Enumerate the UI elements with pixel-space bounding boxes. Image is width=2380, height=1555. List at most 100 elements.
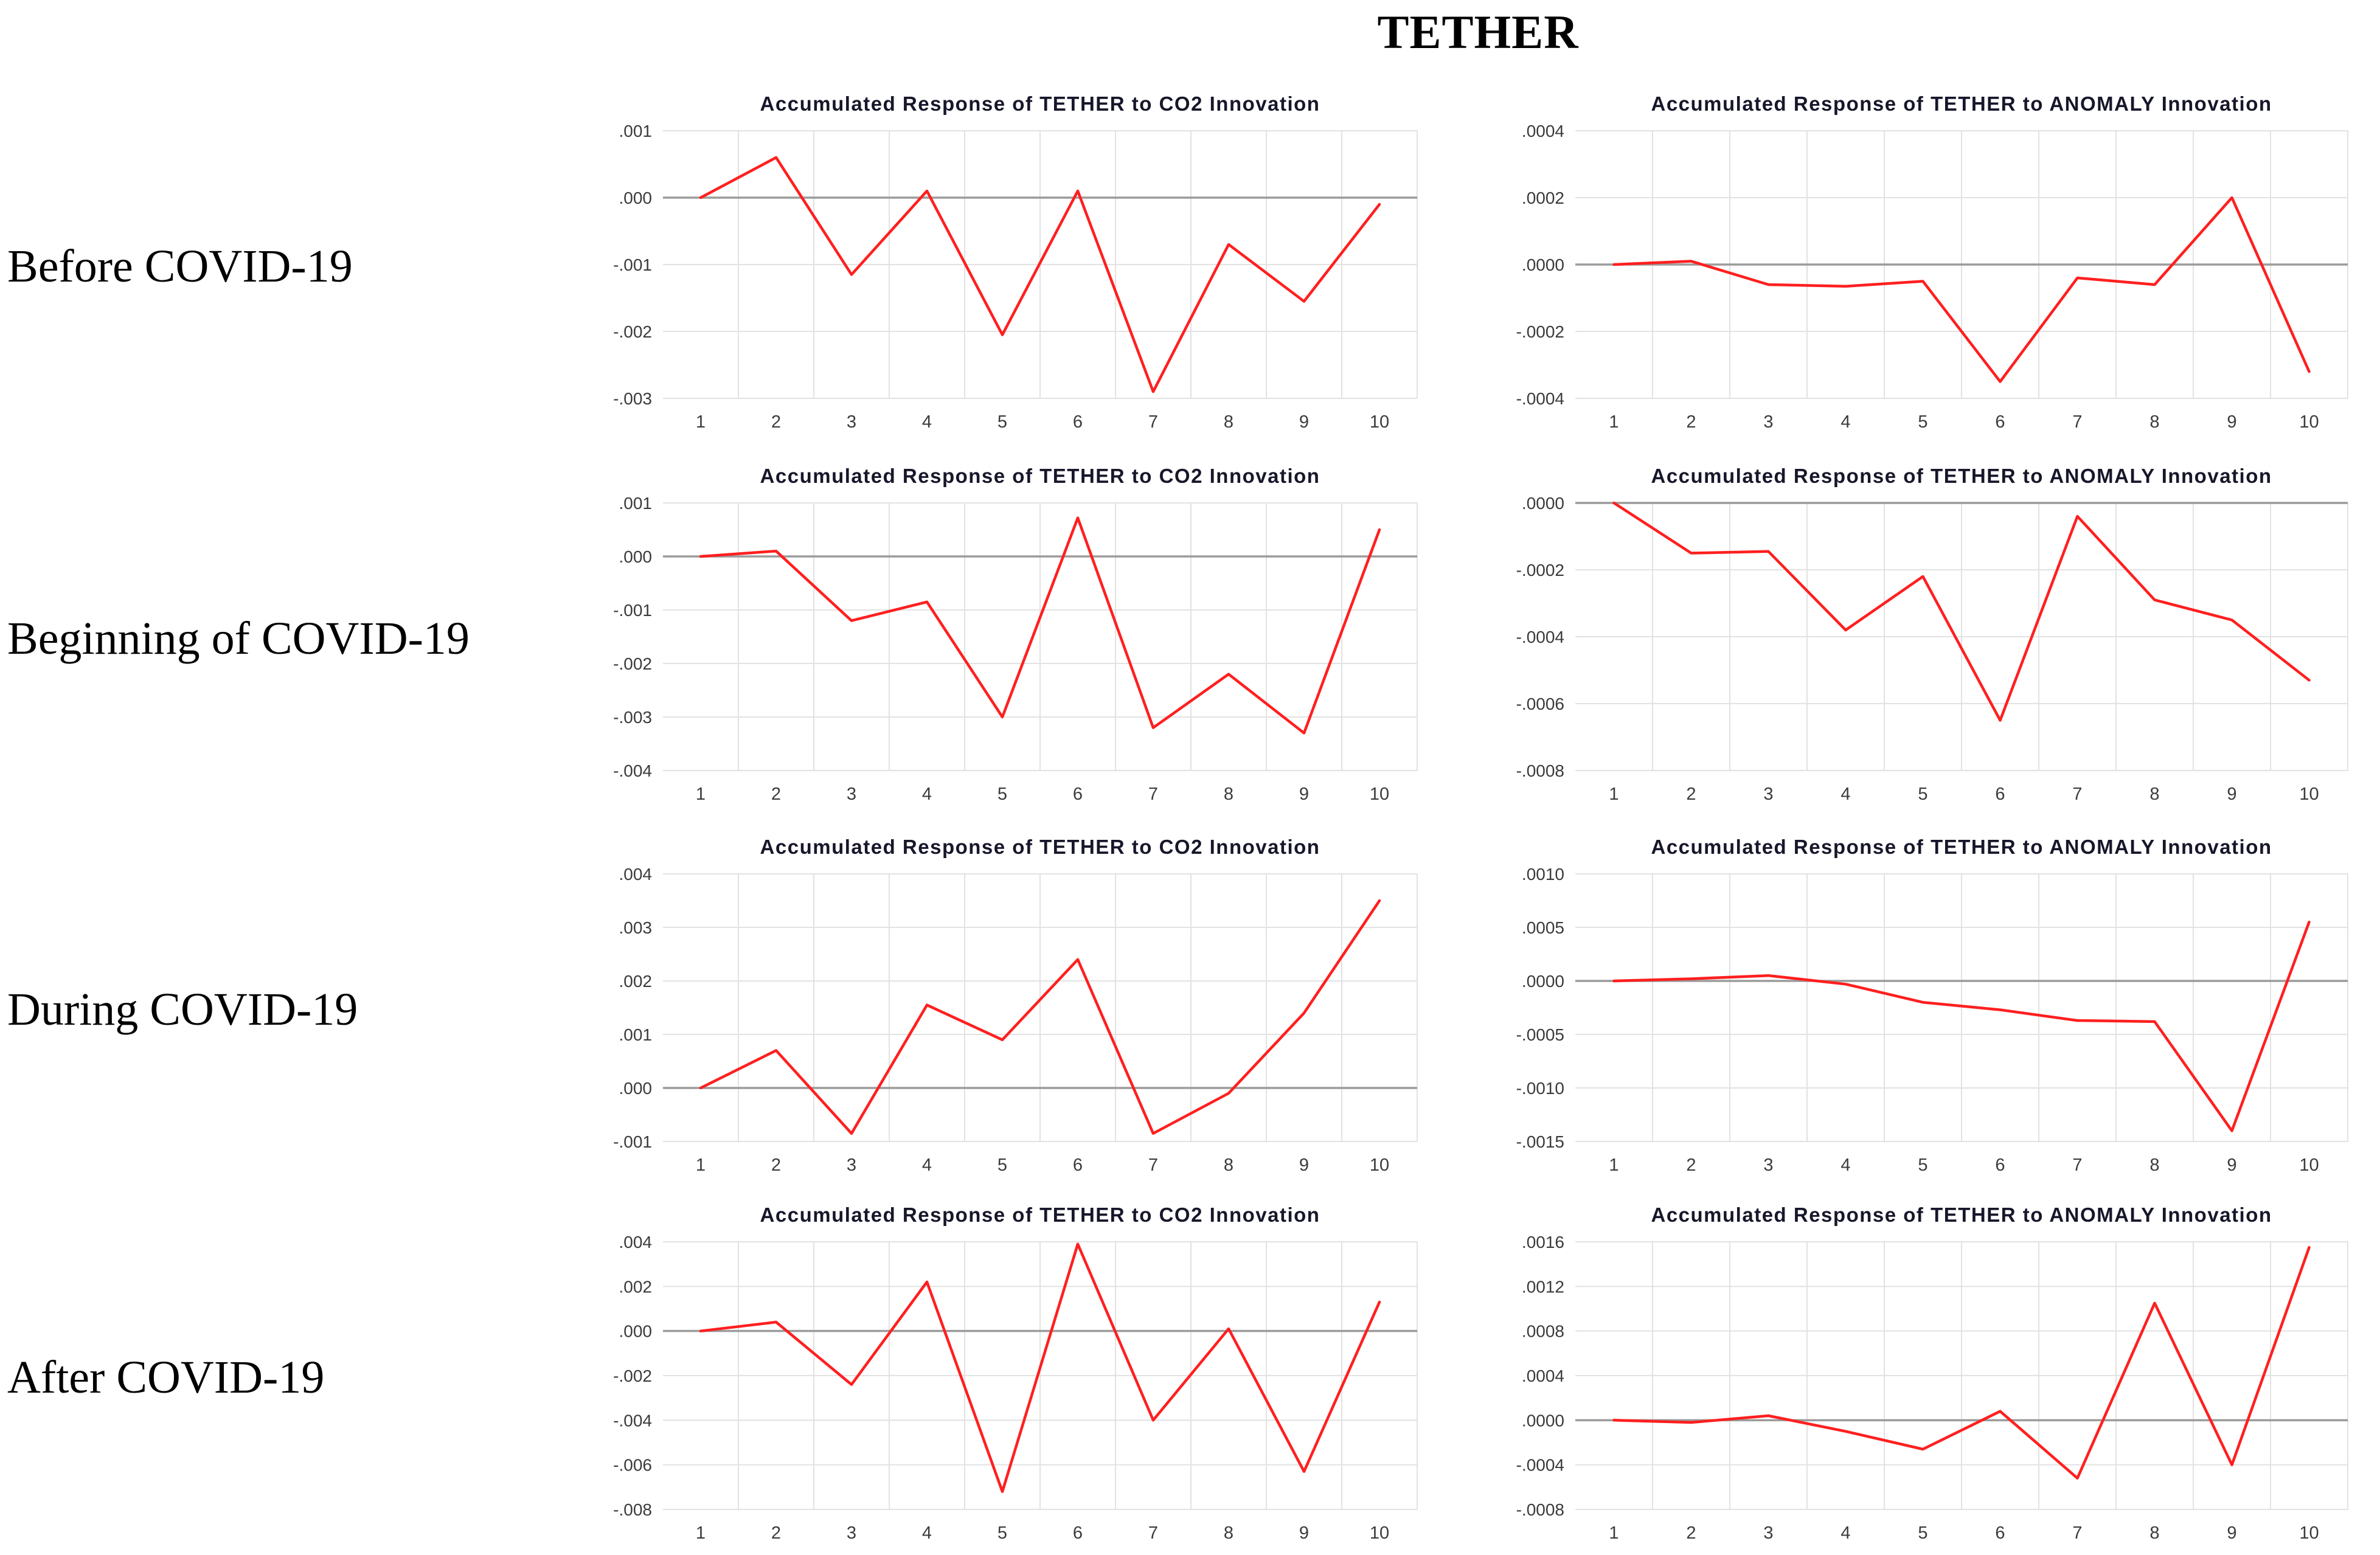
- x-tick-label: 7: [1148, 784, 1158, 804]
- x-tick-label: 10: [2299, 784, 2319, 804]
- y-tick-label: .0000: [1522, 1411, 1564, 1430]
- x-tick-label: 1: [1609, 784, 1618, 804]
- x-tick-label: 7: [1148, 1523, 1158, 1543]
- x-tick-label: 2: [771, 412, 781, 432]
- y-tick-label: -.0005: [1516, 1025, 1564, 1044]
- x-tick-label: 8: [2149, 1155, 2159, 1175]
- x-tick-label: 5: [1918, 1155, 1927, 1175]
- gridlines: [663, 873, 1418, 1142]
- x-tick-label: 2: [1686, 1155, 1696, 1175]
- y-tick-label: -.0002: [1516, 561, 1564, 580]
- chart-beginning-co2: Accumulated Response of TETHER to CO2 In…: [578, 451, 1454, 816]
- chart-during-co2: Accumulated Response of TETHER to CO2 In…: [578, 822, 1454, 1187]
- y-tick-label: -.006: [613, 1456, 652, 1475]
- chart-title: Accumulated Response of TETHER to CO2 In…: [760, 465, 1320, 487]
- x-tick-label: 2: [1686, 784, 1696, 804]
- y-tick-label: .004: [619, 1233, 653, 1252]
- x-tick-label: 6: [1073, 412, 1083, 432]
- y-tick-label: .0012: [1522, 1277, 1564, 1296]
- x-tick-label: 10: [1370, 1155, 1389, 1175]
- y-tick-label: .000: [619, 1079, 653, 1098]
- x-tick-label: 5: [1918, 1523, 1927, 1543]
- x-tick-label: 2: [771, 1523, 781, 1543]
- x-tick-label: 9: [1299, 1523, 1309, 1543]
- x-tick-label: 8: [2149, 412, 2159, 432]
- x-tick-label: 8: [1224, 412, 1233, 432]
- y-tick-label: .003: [619, 918, 653, 937]
- x-tick-label: 9: [2227, 1523, 2236, 1543]
- y-axis-tick-labels: .001 .000 -.001 -.002 -.003 -.004: [613, 494, 652, 780]
- chart-after-anomaly: Accumulated Response of TETHER to ANOMAL…: [1478, 1190, 2372, 1555]
- y-axis-tick-labels: .004 .002 .000 -.002 -.004 -.006 -.008: [613, 1233, 652, 1519]
- chart-title: Accumulated Response of TETHER to CO2 In…: [760, 92, 1320, 115]
- y-tick-label: .004: [619, 865, 653, 884]
- x-tick-label: 4: [922, 1155, 932, 1175]
- y-tick-label: -.008: [613, 1500, 652, 1519]
- y-tick-label: -.0004: [1516, 1456, 1564, 1475]
- y-tick-label: -.001: [613, 255, 652, 274]
- x-tick-label: 6: [1995, 1523, 2005, 1543]
- x-tick-label: 10: [1370, 1523, 1389, 1543]
- x-tick-label: 9: [1299, 784, 1309, 804]
- y-axis-tick-labels: .0010 .0005 .0000 -.0005 -.0010 -.0015: [1516, 865, 1564, 1151]
- row-label-during-covid: During COVID-19: [7, 984, 358, 1035]
- x-tick-label: 10: [2299, 1155, 2319, 1175]
- chart-title: Accumulated Response of TETHER to ANOMAL…: [1651, 836, 2272, 858]
- x-tick-label: 4: [1841, 784, 1850, 804]
- x-tick-label: 6: [1995, 784, 2005, 804]
- x-tick-label: 6: [1073, 1523, 1083, 1543]
- x-tick-label: 7: [1148, 412, 1158, 432]
- y-axis-tick-labels: .0016 .0012 .0008 .0004 .0000 -.0004 -.0008: [1516, 1233, 1564, 1519]
- y-tick-label: .000: [619, 1322, 653, 1341]
- x-tick-label: 5: [997, 1155, 1007, 1175]
- x-tick-label: 5: [997, 1523, 1007, 1543]
- y-tick-label: .000: [619, 547, 653, 566]
- x-tick-label: 9: [1299, 412, 1309, 432]
- x-tick-label: 6: [1995, 1155, 2005, 1175]
- y-tick-label: .0002: [1522, 189, 1564, 207]
- x-tick-label: 6: [1073, 1155, 1083, 1175]
- x-tick-label: 1: [696, 1155, 706, 1175]
- chart-svg: .001 .000 -.001 -.002 -.003 -.004 1 2 3 4 5 6 7 8 9 10: [613, 494, 1418, 804]
- chart-title: Accumulated Response of TETHER to ANOMAL…: [1651, 1203, 2272, 1226]
- y-axis-tick-labels: .004 .003 .002 .001 .000 -.001: [613, 865, 652, 1151]
- gridlines: [663, 1241, 1418, 1510]
- chart-svg: .0004 .0002 .0000 -.0002 -.0004 1 2 3 4 5 6 7 8 9 10: [1516, 122, 2348, 432]
- x-tick-label: 7: [2072, 412, 2082, 432]
- x-tick-label: 5: [1918, 412, 1927, 432]
- x-tick-label: 4: [1841, 1523, 1850, 1543]
- y-tick-label: -.004: [613, 1411, 652, 1430]
- x-tick-label: 6: [1073, 784, 1083, 804]
- chart-title: Accumulated Response of TETHER to CO2 In…: [760, 836, 1320, 858]
- y-tick-label: .0000: [1522, 972, 1564, 991]
- x-tick-label: 9: [1299, 1155, 1309, 1175]
- y-tick-label: .0004: [1522, 122, 1564, 140]
- y-tick-label: -.0006: [1516, 694, 1564, 713]
- x-tick-label: 10: [1370, 784, 1389, 804]
- y-tick-label: -.0008: [1516, 761, 1564, 780]
- x-tick-label: 8: [1224, 784, 1233, 804]
- x-tick-label: 10: [2299, 412, 2319, 432]
- x-tick-label: 1: [696, 1523, 706, 1543]
- chart-during-anomaly: Accumulated Response of TETHER to ANOMAL…: [1478, 822, 2372, 1187]
- y-tick-label: -.0010: [1516, 1079, 1564, 1098]
- y-tick-label: .0008: [1522, 1322, 1564, 1341]
- x-tick-label: 4: [1841, 1155, 1850, 1175]
- y-axis-tick-labels: .0000 -.0002 -.0004 -.0006 -.0008: [1516, 494, 1564, 780]
- x-tick-label: 3: [847, 1523, 856, 1543]
- x-tick-label: 3: [847, 412, 856, 432]
- y-tick-label: -.001: [613, 1132, 652, 1151]
- x-tick-label: 2: [1686, 1523, 1696, 1543]
- x-tick-label: 2: [771, 1155, 781, 1175]
- x-tick-label: 4: [922, 412, 932, 432]
- gridlines: [663, 130, 1418, 399]
- x-tick-label: 3: [1763, 1155, 1773, 1175]
- x-tick-label: 1: [696, 412, 706, 432]
- x-tick-label: 3: [847, 1155, 856, 1175]
- x-tick-label: 3: [847, 784, 856, 804]
- y-tick-label: .001: [619, 122, 653, 140]
- x-tick-label: 2: [771, 784, 781, 804]
- chart-title: Accumulated Response of TETHER to ANOMAL…: [1651, 92, 2272, 115]
- x-tick-label: 2: [1686, 412, 1696, 432]
- y-tick-label: .0000: [1522, 494, 1564, 513]
